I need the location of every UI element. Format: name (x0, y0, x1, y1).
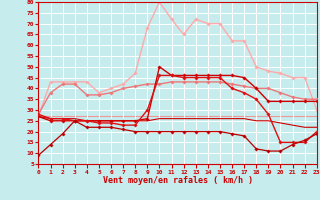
X-axis label: Vent moyen/en rafales ( km/h ): Vent moyen/en rafales ( km/h ) (103, 176, 252, 185)
